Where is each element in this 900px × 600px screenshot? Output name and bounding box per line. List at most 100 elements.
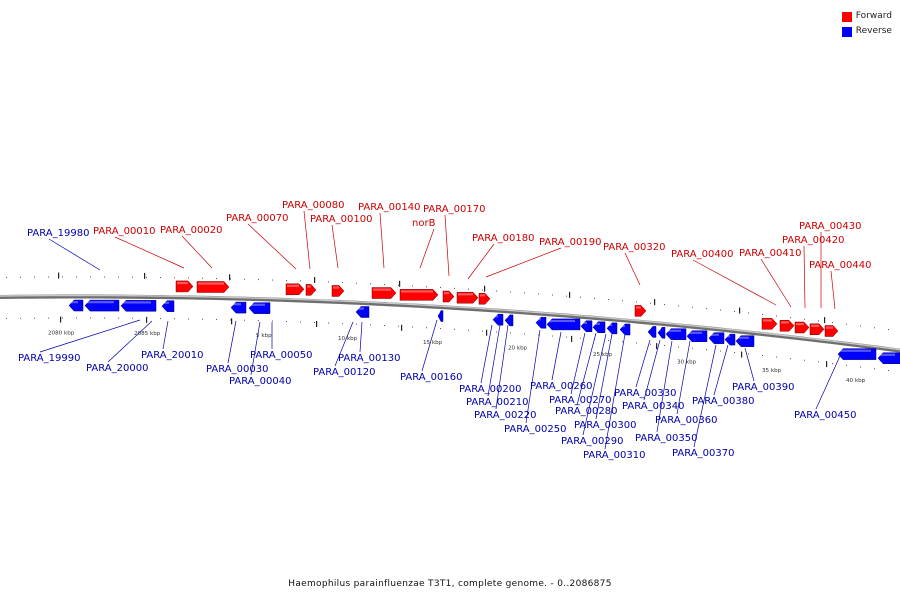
gene-body: [84, 299, 120, 312]
gene-label: PARA_00140: [358, 202, 420, 213]
gene-body: [399, 289, 439, 301]
gene-body: [535, 316, 547, 329]
scale-label: 5 kbp: [256, 333, 272, 339]
tick-dot: [314, 321, 315, 323]
reverse-gene-arrow: [355, 306, 370, 318]
leader-line: [582, 333, 607, 436]
forward-gene-arrow: [456, 291, 479, 304]
tick-dot: [888, 370, 889, 372]
backbone-highlight: [0, 294, 900, 351]
gene-shine: [667, 329, 681, 332]
tick-dot: [104, 317, 105, 319]
gene-label: PARA_00070: [226, 213, 288, 224]
gene-label: PARA_00200: [459, 384, 521, 395]
tick-major: [656, 343, 658, 350]
tick-dot: [188, 318, 189, 320]
tick-major: [229, 274, 231, 281]
leader-line: [162, 320, 169, 350]
tick-dot: [538, 334, 539, 336]
scale-label: 2080 kbp: [48, 331, 75, 337]
tick-dot: [300, 321, 301, 323]
gene-shine: [548, 319, 575, 323]
tick-dot: [454, 328, 455, 330]
gene-shine: [232, 303, 241, 306]
gene-body: [779, 320, 795, 332]
tick-dot: [328, 322, 329, 324]
tick-dot: [132, 276, 133, 278]
gene-label: PARA_00300: [574, 420, 636, 431]
tick-dot: [804, 318, 805, 320]
scale-label: 40 kbp: [846, 378, 866, 384]
gene-label: PARA_00420: [782, 235, 844, 246]
leader-line: [444, 214, 450, 277]
gene-label: PARA_00220: [474, 410, 536, 421]
backbone-shadow: [0, 294, 900, 353]
tick-major: [741, 351, 743, 358]
scale-label: 15 kbp: [423, 340, 443, 346]
gene-body: [686, 330, 708, 342]
gene-body: [824, 325, 839, 337]
gene-label: PARA_00410: [739, 248, 801, 259]
leader-line: [803, 245, 806, 309]
tick-dot: [580, 296, 581, 298]
tick-dot: [62, 317, 63, 319]
tick-dot: [20, 276, 21, 278]
tick-dot: [608, 340, 609, 342]
leader-line: [744, 347, 755, 382]
gene-shine: [177, 281, 188, 285]
forward-gene-arrow: [305, 284, 317, 296]
reverse-gene-arrow: [619, 323, 631, 336]
leader-line: [676, 340, 691, 415]
gene-body: [657, 327, 666, 339]
tick-dot: [566, 295, 567, 297]
leader-line: [713, 344, 729, 396]
gene-shine: [458, 293, 473, 296]
tick-dot: [846, 323, 847, 325]
tick-dot: [412, 326, 413, 328]
gene-label: PARA_00390: [732, 382, 794, 393]
gene-body: [606, 322, 618, 335]
tick-dot: [748, 312, 749, 314]
gene-body: [724, 333, 736, 346]
tick-dot: [412, 285, 413, 287]
gene-shine: [636, 306, 641, 309]
tick-dot: [692, 347, 693, 349]
gene-label: PARA_00100: [310, 214, 372, 225]
tick-dot: [384, 325, 385, 327]
reverse-gene-arrow: [504, 314, 514, 327]
tick-dot: [90, 317, 91, 319]
gene-body: [837, 348, 877, 360]
genome-backbone: [0, 294, 900, 353]
tick-dot: [496, 331, 497, 333]
reverse-gene-arrow: [592, 321, 606, 334]
reverse-gene-arrow: [837, 348, 877, 360]
tick-dot: [118, 317, 119, 319]
gene-shine: [726, 335, 730, 338]
tick-dot: [356, 323, 357, 325]
tick-major: [60, 316, 62, 323]
gene-shine: [688, 331, 702, 334]
tick-dot: [678, 346, 679, 348]
gene-body: [546, 318, 581, 331]
tick-dot: [272, 279, 273, 281]
leader-line: [247, 223, 297, 270]
gene-shine: [659, 328, 661, 331]
gene-label: PARA_00080: [282, 200, 344, 211]
tick-dot: [510, 291, 511, 293]
leader-line: [114, 236, 185, 269]
forward-gene-arrow: [779, 320, 795, 332]
gene-body: [68, 299, 84, 312]
leader-line: [250, 321, 261, 376]
gene-label: PARA_00010: [93, 226, 155, 237]
leader-line: [467, 243, 495, 280]
tick-dot: [34, 317, 35, 319]
legend-reverse-label: Reverse: [855, 26, 892, 36]
gene-label: PARA_00210: [466, 397, 528, 408]
tick-major: [399, 280, 401, 287]
leader-line: [692, 259, 777, 306]
gene-shine: [287, 284, 299, 288]
tick-major: [484, 285, 486, 292]
gene-label: PARA_00450: [794, 410, 856, 421]
tick-dot: [440, 287, 441, 289]
